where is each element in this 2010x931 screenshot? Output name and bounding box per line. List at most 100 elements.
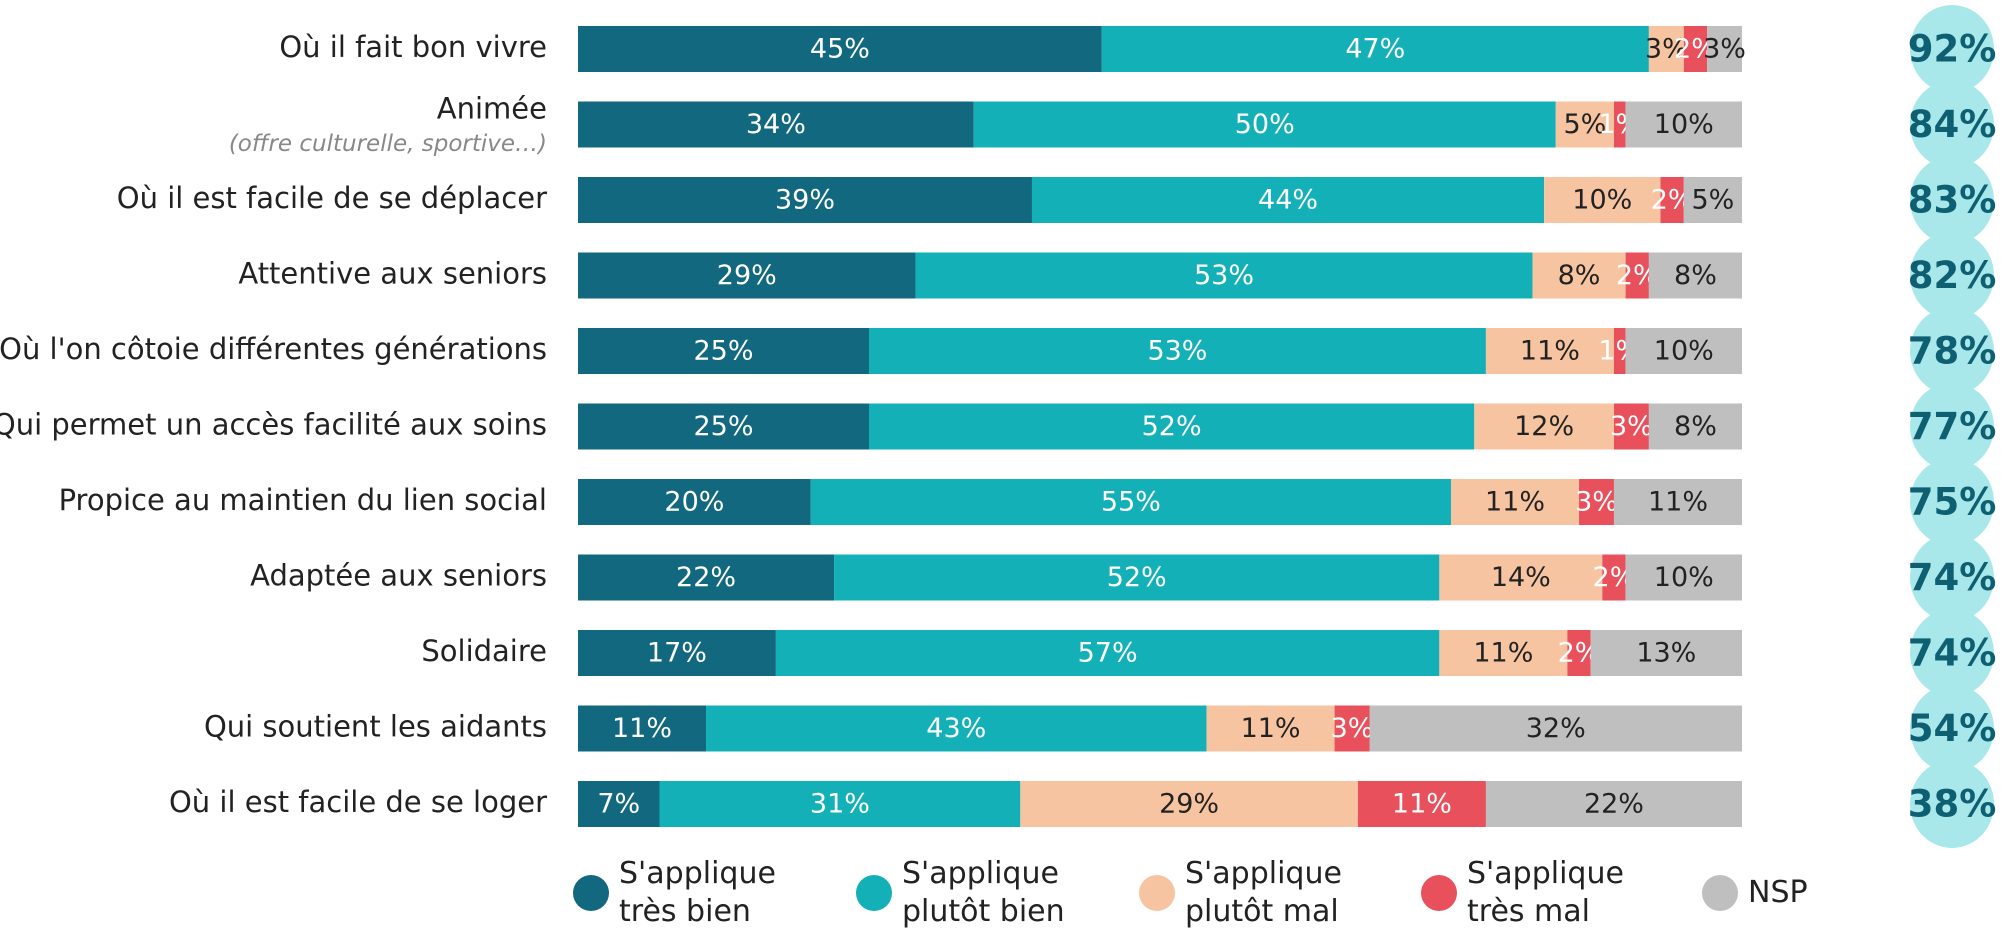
value-label: 5% — [1563, 109, 1606, 140]
total-label: 54% — [1908, 707, 1997, 750]
bar-segment — [578, 479, 811, 525]
bar-segment — [1567, 630, 1591, 676]
bar-segment — [1206, 705, 1335, 752]
total-badge — [1910, 231, 1994, 320]
bar-segment — [1648, 403, 1742, 450]
value-label: 53% — [1194, 260, 1254, 291]
value-label: 8% — [1674, 260, 1717, 291]
bar-segment — [578, 705, 707, 752]
value-label: 3% — [1331, 713, 1374, 744]
value-label: 22% — [676, 562, 736, 593]
total-label: 77% — [1908, 405, 1997, 448]
value-label: 8% — [1558, 260, 1601, 291]
value-label: 12% — [1514, 411, 1574, 442]
legend-item: S'applique plutôt bien — [856, 855, 1072, 931]
value-label: 25% — [693, 336, 753, 367]
bar-segment — [1555, 101, 1614, 148]
value-label: 3% — [1610, 411, 1653, 442]
bar-segment — [834, 554, 1440, 601]
value-label: 47% — [1345, 34, 1405, 65]
value-label: 52% — [1142, 411, 1202, 442]
bar-segment — [706, 705, 1207, 752]
bar-segment — [1648, 26, 1684, 72]
total-badge — [1910, 382, 1994, 471]
category-label: Où l'on côtoie différentes générations — [0, 332, 547, 366]
legend-swatch — [856, 875, 892, 911]
bar-segment — [1369, 705, 1742, 752]
value-label: 11% — [1648, 487, 1708, 518]
bar-segment — [1451, 479, 1580, 525]
value-label: 11% — [1473, 638, 1533, 669]
bar-segment — [1660, 177, 1684, 223]
legend-label: S'applique plutôt bien — [902, 856, 1065, 929]
bar-segment — [775, 630, 1440, 676]
category-note: (offre culturelle, sportive…) — [229, 131, 547, 157]
bar-segment — [1579, 479, 1614, 525]
value-label: 25% — [693, 411, 753, 442]
bar-segment — [1625, 252, 1649, 299]
category-label: Qui soutient les aidants — [204, 710, 547, 744]
category-label: Attentive aux seniors — [238, 257, 547, 291]
value-label: 32% — [1526, 713, 1586, 744]
bar-segment — [1357, 781, 1486, 827]
category-label: Propice au maintien du lien social — [59, 483, 547, 517]
total-label: 75% — [1908, 481, 1997, 524]
value-label: 57% — [1078, 638, 1138, 669]
value-label: 3% — [1645, 34, 1688, 65]
category-label: Où il est facile de se loger — [169, 785, 547, 819]
bar-segment — [869, 403, 1475, 450]
total-badge — [1910, 609, 1994, 697]
value-label: 52% — [1107, 562, 1167, 593]
bar-segment — [1485, 328, 1614, 374]
bar-segment — [578, 630, 776, 676]
value-label: 11% — [1392, 789, 1452, 820]
total-badge — [1910, 760, 1994, 848]
total-label: 38% — [1908, 783, 1997, 826]
legend-item: NSP — [1702, 855, 1918, 931]
value-label: 3% — [1575, 487, 1618, 518]
value-label: 39% — [775, 185, 835, 216]
total-label: 78% — [1908, 330, 1997, 373]
category-label: Adaptée aux seniors — [250, 559, 547, 593]
bar-segment — [1613, 101, 1626, 148]
value-label: 31% — [810, 789, 870, 820]
value-label: 53% — [1147, 336, 1207, 367]
value-label: 44% — [1258, 185, 1318, 216]
legend-label: S'applique plutôt mal — [1185, 856, 1342, 929]
bar-segment — [578, 554, 835, 601]
category-label: Solidaire — [421, 634, 547, 668]
legend-swatch — [1139, 875, 1175, 911]
legend-item: S'applique très mal — [1421, 855, 1637, 931]
value-label: 3% — [1703, 34, 1746, 65]
bar-segment — [578, 328, 869, 374]
category-label: Où il est facile de se déplacer — [117, 181, 547, 215]
bar-segment — [1613, 479, 1742, 525]
value-label: 11% — [1241, 713, 1301, 744]
bar-segment — [1439, 554, 1603, 601]
total-label: 74% — [1908, 632, 1997, 675]
legend-label: S'applique très bien — [619, 856, 776, 929]
bar-segment — [915, 252, 1533, 299]
category-label: Animée — [437, 92, 547, 126]
total-badge — [1910, 307, 1994, 395]
legend-swatch — [1421, 875, 1457, 911]
value-label: 55% — [1101, 487, 1161, 518]
value-label: 8% — [1674, 411, 1717, 442]
bar-segment — [1683, 177, 1742, 223]
bar-segment — [659, 781, 1021, 827]
bar-segment — [973, 101, 1556, 148]
bar-segment — [1648, 252, 1742, 299]
value-label: 29% — [717, 260, 777, 291]
value-label: 17% — [647, 638, 707, 669]
total-label: 74% — [1908, 556, 1997, 599]
value-label: 10% — [1654, 109, 1714, 140]
total-label: 92% — [1908, 28, 1997, 71]
bar-segment — [1625, 554, 1742, 601]
bar-segment — [578, 403, 869, 450]
bar-segment — [1625, 101, 1742, 148]
value-label: 5% — [1691, 185, 1734, 216]
bar-segment — [578, 101, 974, 148]
bar-segment — [1031, 177, 1545, 223]
